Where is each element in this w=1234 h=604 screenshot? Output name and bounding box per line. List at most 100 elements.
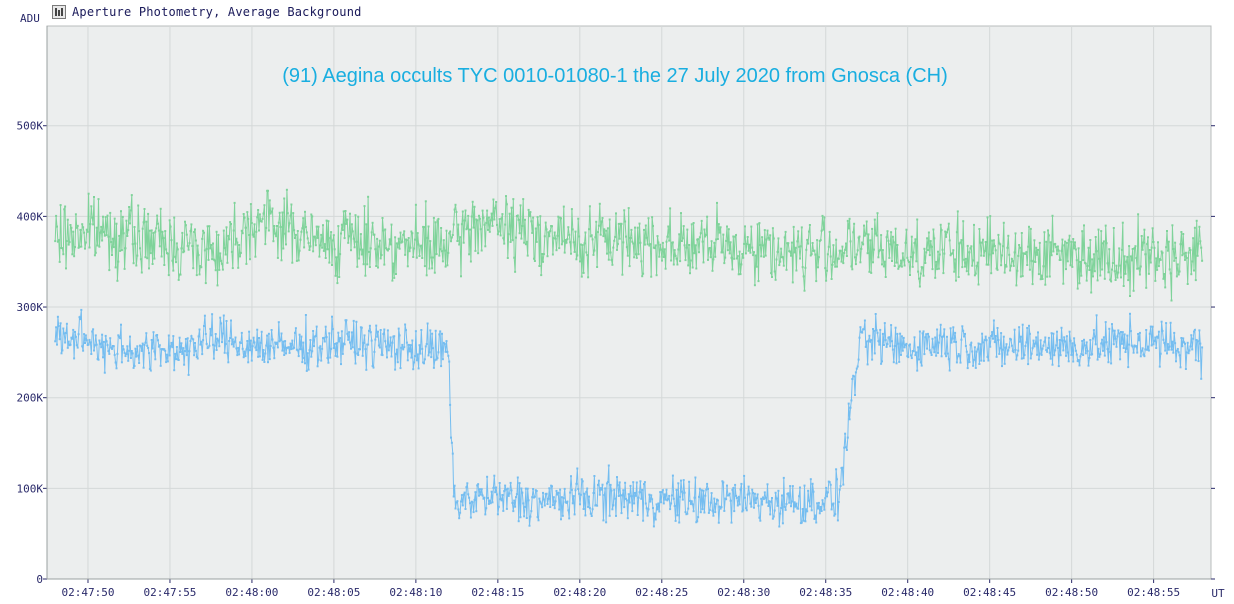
target-data-point (701, 508, 704, 511)
target-data-point (148, 352, 150, 355)
comparison-data-point (191, 245, 194, 247)
comparison-data-point (310, 213, 313, 216)
comparison-data-point (445, 229, 448, 232)
target-data-point (294, 327, 297, 330)
target-data-point (1184, 368, 1187, 370)
comparison-data-point (1063, 244, 1066, 247)
comparison-data-point (61, 247, 64, 250)
target-data-point (756, 493, 759, 496)
target-data-point (120, 361, 123, 364)
target-data-point (663, 493, 666, 496)
comparison-data-point (487, 216, 490, 219)
comparison-data-point (369, 247, 372, 250)
target-data-point (280, 332, 283, 335)
comparison-data-point (461, 210, 464, 213)
target-data-point (1098, 355, 1101, 358)
target-data-point (945, 355, 948, 358)
target-data-point (751, 488, 754, 491)
comparison-data-point (761, 236, 764, 239)
comparison-data-point (693, 252, 696, 255)
comparison-data-point (1111, 262, 1114, 264)
comparison-data-point (1002, 221, 1005, 224)
target-data-point (745, 509, 748, 512)
target-data-point (949, 327, 952, 330)
comparison-data-point (525, 240, 528, 243)
comparison-data-point (923, 247, 926, 250)
comparison-data-point (1130, 259, 1133, 262)
comparison-data-point (438, 254, 441, 257)
comparison-data-point (278, 211, 281, 214)
comparison-data-point (88, 246, 91, 249)
y-tick-label: 200K (17, 392, 44, 405)
target-data-point (847, 402, 850, 405)
comparison-data-point (360, 253, 363, 256)
comparison-data-point (221, 268, 224, 271)
target-data-point (715, 502, 718, 505)
target-data-point (538, 497, 541, 500)
comparison-data-point (186, 244, 189, 247)
target-data-point (493, 474, 496, 477)
comparison-data-point (973, 223, 975, 226)
target-data-point (1116, 335, 1119, 338)
target-data-point (785, 503, 788, 505)
comparison-data-point (570, 208, 573, 211)
target-data-point (327, 361, 330, 364)
target-data-point (891, 348, 894, 351)
target-data-point (1199, 342, 1202, 345)
target-data-point (618, 481, 621, 484)
target-data-point (284, 340, 287, 343)
target-data-point (634, 494, 637, 497)
x-tick-label: 02:48:25 (635, 586, 688, 599)
target-data-point (637, 496, 640, 499)
target-data-point (1033, 345, 1036, 348)
target-data-point (1034, 342, 1037, 345)
comparison-data-point (157, 229, 160, 232)
comparison-data-point (855, 253, 858, 256)
target-data-point (345, 319, 348, 322)
target-data-point (753, 506, 755, 509)
target-data-point (693, 496, 696, 499)
comparison-data-point (126, 235, 129, 237)
target-data-point (55, 326, 58, 329)
comparison-data-point (396, 246, 399, 249)
comparison-data-point (354, 214, 357, 217)
comparison-data-point (70, 226, 73, 229)
comparison-data-point (964, 257, 967, 260)
comparison-data-point (145, 220, 148, 223)
target-data-point (855, 367, 858, 370)
comparison-data-point (56, 225, 58, 228)
target-data-point (620, 512, 623, 515)
comparison-data-point (347, 241, 350, 244)
target-data-point (140, 349, 143, 352)
target-data-point (834, 513, 837, 516)
target-data-point (995, 355, 998, 358)
comparison-data-point (1034, 261, 1037, 263)
target-data-point (69, 343, 72, 346)
comparison-data-point (505, 203, 508, 206)
target-data-point (692, 510, 695, 513)
target-data-point (281, 349, 284, 352)
target-data-point (988, 336, 991, 339)
target-data-point (237, 346, 240, 349)
target-data-point (803, 484, 806, 487)
comparison-data-point (639, 241, 642, 244)
target-data-point (363, 334, 366, 337)
comparison-data-point (756, 223, 759, 226)
comparison-data-point (119, 249, 122, 252)
comparison-data-point (1012, 264, 1015, 267)
target-data-point (882, 344, 885, 346)
target-data-point (346, 332, 349, 335)
target-data-point (878, 343, 881, 346)
target-data-point (1020, 357, 1023, 360)
target-data-point (844, 432, 847, 435)
comparison-data-point (1066, 260, 1069, 263)
target-data-point (561, 514, 564, 517)
target-data-point (927, 332, 929, 335)
target-data-point (299, 348, 302, 351)
comparison-data-point (643, 243, 646, 246)
comparison-data-point (598, 202, 601, 205)
photometry-app-icon[interactable] (52, 5, 66, 19)
comparison-data-point (685, 246, 688, 249)
